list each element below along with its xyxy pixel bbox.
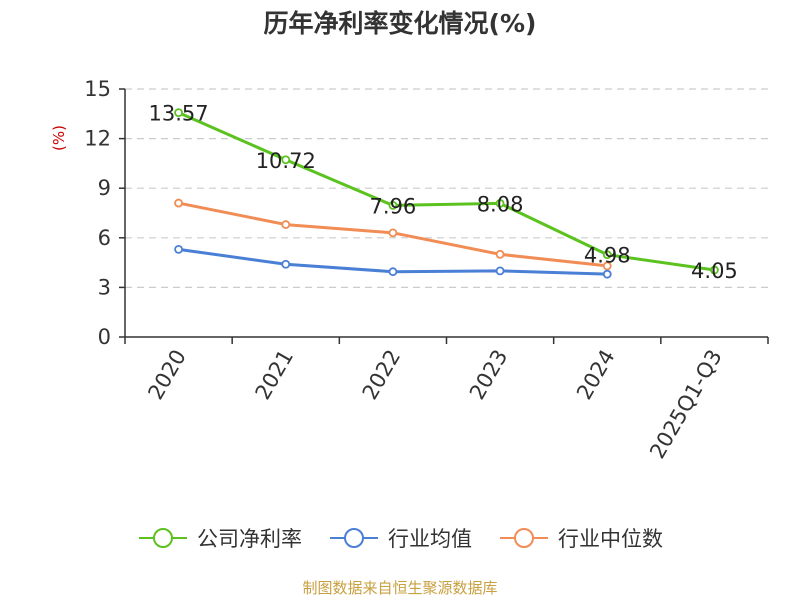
legend-label-industry-median: 行业中位数 bbox=[558, 527, 663, 551]
data-source-note: 制图数据来自恒生聚源数据库 bbox=[302, 579, 498, 597]
legend-swatch-industry-median bbox=[500, 528, 548, 548]
y-tick-label: 6 bbox=[98, 226, 111, 250]
data-label: 7.96 bbox=[370, 194, 417, 218]
x-tick-label: 2023 bbox=[465, 346, 513, 404]
data-point bbox=[174, 198, 183, 208]
data-label: 4.98 bbox=[584, 244, 631, 268]
chart-title: 历年净利率变化情况(%) bbox=[263, 9, 537, 38]
legend-item-company[interactable]: 公司净利率 bbox=[137, 523, 302, 553]
x-tick-label: 2024 bbox=[572, 346, 620, 404]
data-label: 13.57 bbox=[149, 102, 209, 126]
data-point bbox=[710, 265, 719, 275]
series-line bbox=[177, 111, 715, 272]
x-tick-label: 2022 bbox=[358, 346, 406, 404]
x-tick-label: 2020 bbox=[143, 346, 191, 404]
data-point bbox=[281, 220, 291, 229]
data-point bbox=[495, 249, 505, 259]
legend-swatch-industry-mean bbox=[330, 528, 378, 548]
y-tick-label: 3 bbox=[98, 275, 111, 299]
data-point bbox=[388, 267, 398, 277]
data-point bbox=[388, 228, 398, 238]
data-point bbox=[281, 155, 291, 165]
y-tick-label: 9 bbox=[98, 176, 111, 200]
data-label: 10.72 bbox=[256, 149, 316, 173]
legend-label-industry-mean: 行业均值 bbox=[388, 527, 472, 551]
x-tick-label: 2025Q1-Q3 bbox=[645, 346, 727, 463]
legend-swatch-company bbox=[139, 528, 187, 548]
legend: 公司净利率 行业均值 行业中位数 bbox=[0, 518, 800, 558]
data-point bbox=[174, 108, 183, 118]
y-tick-label: 15 bbox=[84, 77, 111, 101]
legend-label-company: 公司净利率 bbox=[197, 527, 302, 551]
data-point bbox=[388, 200, 398, 210]
data-label: 4.05 bbox=[691, 259, 738, 283]
data-point bbox=[602, 250, 612, 260]
data-label: 8.08 bbox=[477, 192, 524, 216]
data-point bbox=[174, 244, 183, 254]
legend-item-industry-mean[interactable]: 行业均值 bbox=[328, 523, 472, 553]
data-point bbox=[602, 269, 612, 279]
x-tick-label: 2021 bbox=[251, 346, 299, 404]
y-tick-label: 12 bbox=[84, 127, 111, 151]
data-point bbox=[281, 259, 291, 269]
data-point bbox=[495, 199, 505, 208]
legend-item-industry-median[interactable]: 行业中位数 bbox=[498, 523, 663, 553]
data-point bbox=[495, 266, 505, 276]
data-point bbox=[602, 261, 612, 271]
y-tick-label: 0 bbox=[98, 325, 111, 349]
